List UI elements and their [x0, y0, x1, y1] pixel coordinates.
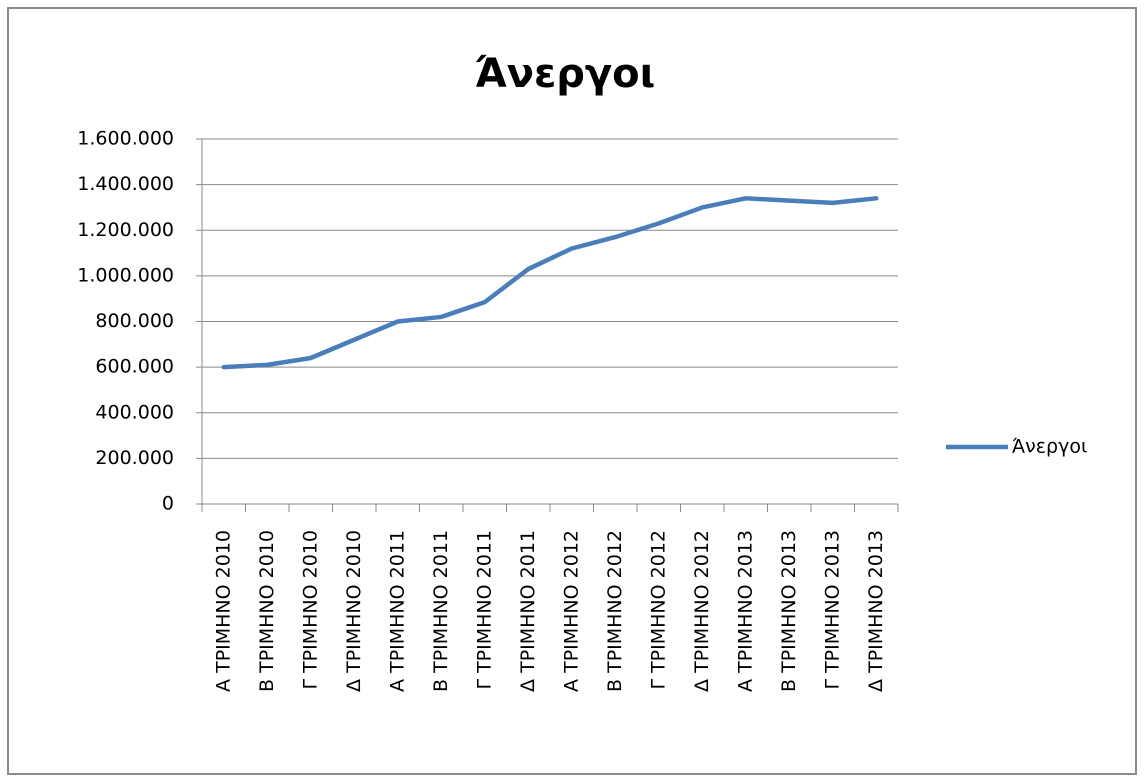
y-tick-label: 1.200.000 — [77, 219, 174, 241]
x-tick-label: Δ ΤΡΙΜΗΝΟ 2012 — [691, 530, 713, 692]
legend-label: Άνεργοι — [1012, 436, 1087, 458]
x-tick-label: Β ΤΡΙΜΗΝΟ 2013 — [778, 530, 800, 692]
x-tick-label: Γ ΤΡΙΜΗΝΟ 2013 — [821, 530, 843, 690]
series-line — [221, 196, 879, 370]
x-tick-label: Γ ΤΡΙΜΗΝΟ 2012 — [647, 530, 669, 690]
y-tick-label: 400.000 — [95, 401, 174, 423]
y-tick-label: 800.000 — [95, 310, 174, 332]
x-tick-label: Α ΤΡΙΜΗΝΟ 2010 — [212, 530, 234, 692]
x-tick-label: Γ ΤΡΙΜΗΝΟ 2011 — [473, 530, 495, 690]
y-tick-label: 1.400.000 — [77, 173, 174, 195]
y-tick-label: 1.600.000 — [77, 128, 174, 150]
chart-border — [7, 7, 1137, 775]
x-tick-label: Δ ΤΡΙΜΗΝΟ 2010 — [343, 530, 365, 692]
chart-title: Άνεργοι — [475, 51, 655, 97]
y-tick-label: 0 — [162, 493, 174, 515]
x-tick-label: Δ ΤΡΙΜΗΝΟ 2011 — [517, 530, 539, 692]
x-tick-label: Β ΤΡΙΜΗΝΟ 2011 — [430, 530, 452, 692]
x-tick-label: Β ΤΡΙΜΗΝΟ 2012 — [604, 530, 626, 692]
x-tick-label: Α ΤΡΙΜΗΝΟ 2012 — [560, 530, 582, 692]
x-tick-label: Α ΤΡΙΜΗΝΟ 2013 — [734, 530, 756, 692]
x-tick-label: Β ΤΡΙΜΗΝΟ 2010 — [256, 530, 278, 692]
y-tick-label: 600.000 — [95, 356, 174, 378]
y-tick-label: 1.000.000 — [77, 264, 174, 286]
x-tick-label: Α ΤΡΙΜΗΝΟ 2011 — [386, 530, 408, 692]
x-tick-label: Γ ΤΡΙΜΗΝΟ 2010 — [299, 530, 321, 690]
x-tick-label: Δ ΤΡΙΜΗΝΟ 2013 — [865, 530, 887, 692]
y-tick-label: 200.000 — [95, 447, 174, 469]
